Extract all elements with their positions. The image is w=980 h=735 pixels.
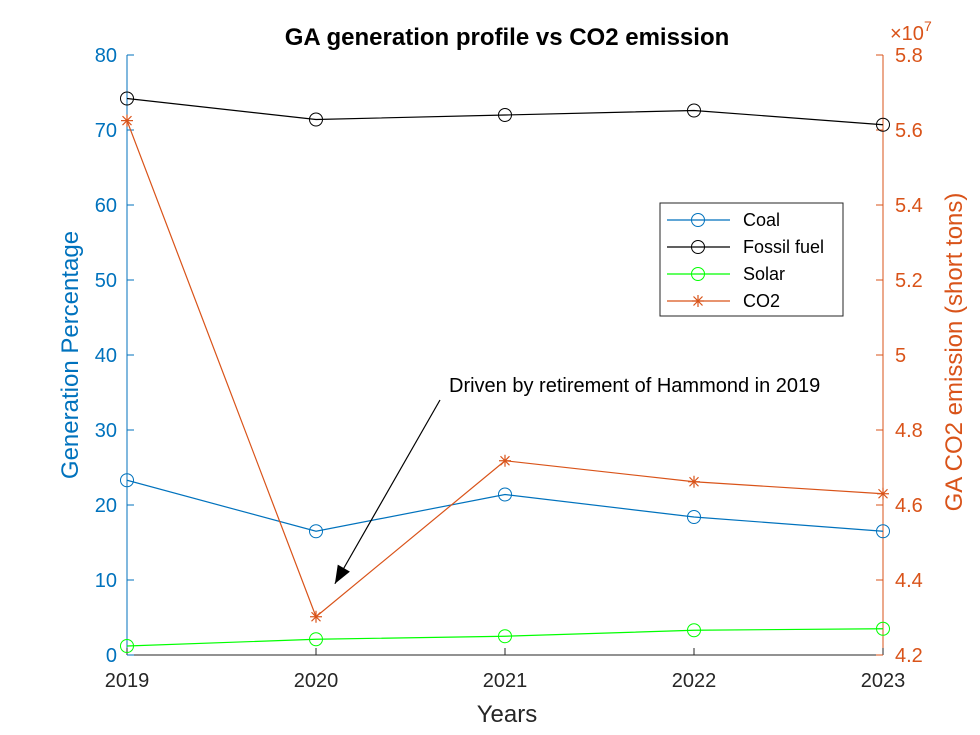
data-point <box>309 632 323 647</box>
exponent-base: ×10 <box>890 23 924 45</box>
annotation-arrow-head <box>334 564 350 584</box>
right-y-tick-label: 5.8 <box>895 45 923 67</box>
data-point <box>876 621 890 636</box>
legend-label: CO2 <box>743 291 780 311</box>
series-co2 <box>121 114 889 623</box>
left-y-tick-label: 70 <box>95 120 117 142</box>
x-tick-label: 2022 <box>672 670 717 692</box>
series-fossil-fuel <box>120 91 890 132</box>
right-y-axis-label: GA CO2 emission (short tons) <box>941 193 968 512</box>
right-y-tick-label: 5.4 <box>895 195 923 217</box>
annotation-arrow-line <box>334 399 441 585</box>
data-point <box>498 629 512 644</box>
data-point <box>120 91 134 106</box>
legend-label: Coal <box>743 210 780 230</box>
legend-item: CO2 <box>667 291 780 311</box>
legend-item: Solar <box>667 264 785 284</box>
data-point <box>876 117 890 132</box>
right-y-tick-label: 4.4 <box>895 570 923 592</box>
data-point <box>498 108 512 122</box>
legend-label: Solar <box>743 264 785 284</box>
series-coal <box>120 473 890 539</box>
right-axis-exponent: ×107 <box>890 18 932 45</box>
series-line <box>126 97 884 126</box>
data-point <box>876 524 890 539</box>
left-y-tick-label: 50 <box>95 270 117 292</box>
left-y-tick-label: 0 <box>106 645 117 667</box>
annotation: Driven by retirement of Hammond in 2019 <box>334 375 820 585</box>
left-y-axis-label: Generation Percentage <box>57 231 84 479</box>
data-point <box>121 114 133 127</box>
left-y-tick-label: 60 <box>95 195 117 217</box>
data-point <box>688 475 700 488</box>
data-point <box>309 524 323 539</box>
data-point <box>687 510 701 524</box>
annotation-text: Driven by retirement of Hammond in 2019 <box>449 375 820 397</box>
legend-item: Coal <box>667 210 780 230</box>
series-solar <box>120 621 890 653</box>
data-point <box>877 487 889 500</box>
x-axis-label: Years <box>477 701 538 728</box>
left-y-tick-label: 30 <box>95 420 117 442</box>
data-point <box>692 295 704 307</box>
data-point <box>687 103 701 118</box>
legend-label: Fossil fuel <box>743 237 824 257</box>
data-point <box>499 454 511 467</box>
data-point <box>691 267 705 281</box>
legend-item: Fossil fuel <box>667 237 824 257</box>
right-y-ticks: 4.2 4.4 4.6 4.8 5 5.2 5.4 5.6 5.8 <box>876 45 923 667</box>
data-point <box>691 213 705 227</box>
left-y-tick-label: 20 <box>95 495 117 517</box>
data-point <box>120 473 134 488</box>
right-y-tick-label: 4.8 <box>895 420 923 442</box>
data-point <box>309 112 323 127</box>
left-y-tick-label: 40 <box>95 345 117 367</box>
data-point <box>120 639 134 653</box>
x-tick-label: 2019 <box>105 670 150 692</box>
series-line <box>126 628 884 647</box>
right-y-tick-label: 4.6 <box>895 495 923 517</box>
series-line <box>126 479 884 532</box>
exponent-power: 7 <box>924 18 932 34</box>
series-layer <box>120 91 890 653</box>
legend-box <box>659 202 844 317</box>
x-tick-label: 2020 <box>294 670 339 692</box>
left-y-tick-label: 10 <box>95 570 117 592</box>
x-ticks: 2019 2020 2021 2022 2023 <box>105 648 906 692</box>
right-y-tick-label: 5 <box>895 345 906 367</box>
left-y-tick-label: 80 <box>95 45 117 67</box>
right-y-tick-label: 5.6 <box>895 120 923 142</box>
data-point <box>687 623 701 638</box>
x-tick-label: 2021 <box>483 670 528 692</box>
data-point <box>691 240 705 254</box>
right-y-tick-label: 4.2 <box>895 645 923 667</box>
right-y-tick-label: 5.2 <box>895 270 923 292</box>
left-y-ticks: 0 10 20 30 40 50 60 70 80 <box>95 45 134 667</box>
x-tick-label: 2023 <box>861 670 906 692</box>
legend: Coal Fossil fuel Solar CO2 <box>659 202 844 317</box>
chart-title: GA generation profile vs CO2 emission <box>285 24 730 51</box>
data-point <box>498 487 512 502</box>
data-point <box>310 610 322 623</box>
